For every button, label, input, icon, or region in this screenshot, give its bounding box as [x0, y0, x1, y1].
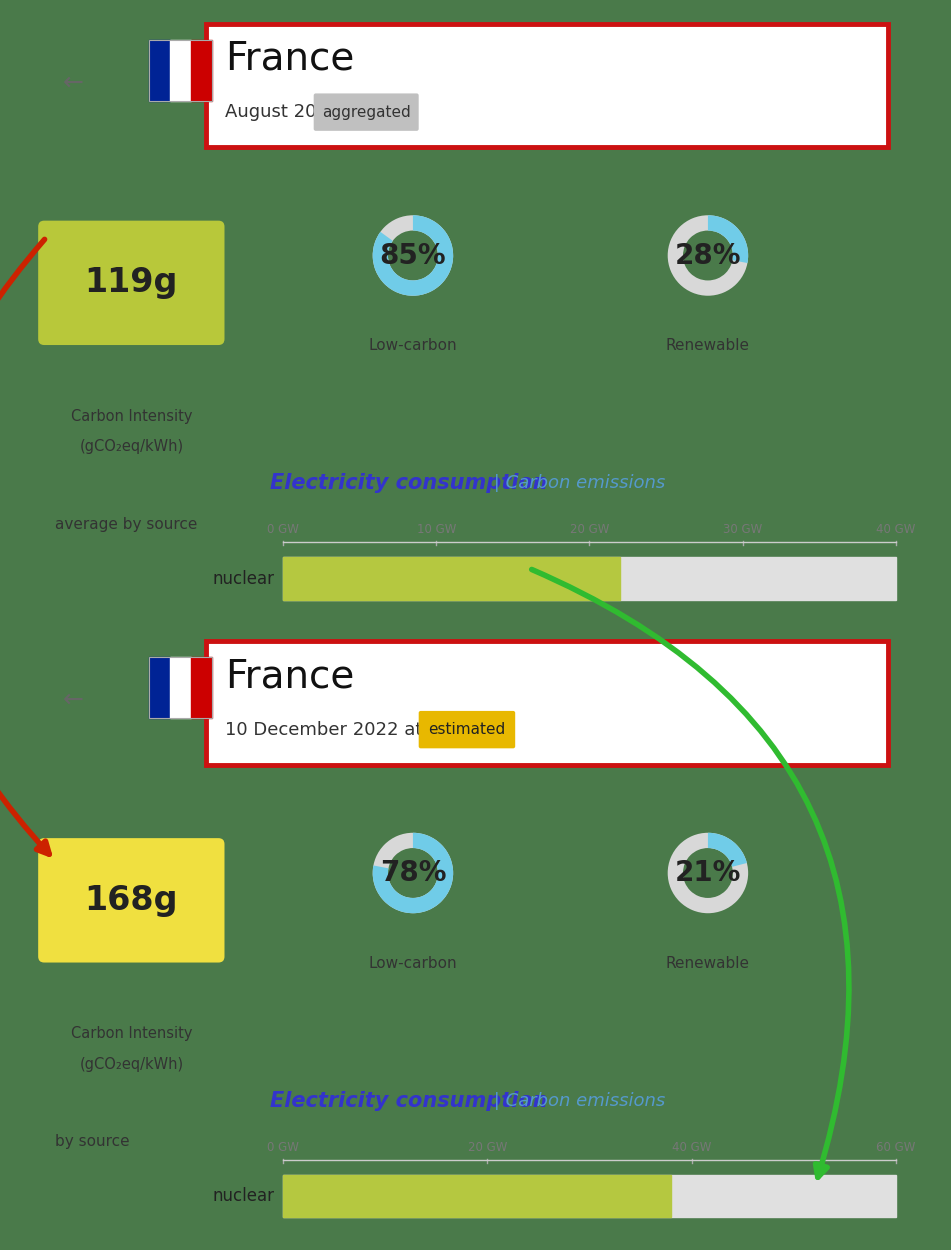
Bar	[170, 658, 191, 717]
FancyBboxPatch shape	[418, 711, 515, 749]
Text: by source: by source	[55, 1134, 130, 1149]
Text: 30 GW: 30 GW	[723, 524, 762, 536]
Wedge shape	[668, 832, 748, 914]
Bar	[149, 40, 212, 100]
Text: 10 December 2022 at 20:00: 10 December 2022 at 20:00	[225, 721, 479, 739]
Bar	[170, 40, 191, 100]
Wedge shape	[668, 215, 748, 296]
Bar	[191, 658, 212, 717]
Text: 20 GW: 20 GW	[468, 1141, 507, 1154]
Text: ←: ←	[63, 70, 84, 94]
Wedge shape	[373, 832, 454, 914]
Text: 168g: 168g	[85, 884, 178, 916]
Text: nuclear: nuclear	[212, 570, 274, 588]
Text: 60 GW: 60 GW	[876, 1141, 916, 1154]
Text: Renewable: Renewable	[666, 338, 750, 352]
Text: nuclear: nuclear	[212, 1188, 274, 1205]
Text: Carbon Intensity: Carbon Intensity	[70, 409, 192, 424]
Text: 21%: 21%	[675, 859, 741, 888]
Text: 0 GW: 0 GW	[267, 1141, 300, 1154]
Text: Low-carbon: Low-carbon	[369, 955, 457, 970]
FancyBboxPatch shape	[314, 94, 418, 131]
Text: estimated: estimated	[428, 722, 506, 738]
Wedge shape	[373, 832, 454, 914]
Text: Carbon Intensity: Carbon Intensity	[70, 1026, 192, 1041]
Bar	[149, 658, 170, 717]
Text: Electricity consumption: Electricity consumption	[270, 1091, 548, 1111]
Bar	[191, 40, 212, 100]
Text: 119g: 119g	[85, 266, 178, 299]
Text: | Carbon emissions: | Carbon emissions	[489, 1091, 666, 1110]
Bar	[283, 558, 620, 600]
Text: 85%: 85%	[379, 241, 446, 270]
Text: France: France	[225, 40, 355, 78]
Bar	[283, 1175, 896, 1218]
Wedge shape	[708, 832, 747, 866]
Text: 10 GW: 10 GW	[417, 524, 456, 536]
Text: Low-carbon: Low-carbon	[369, 338, 457, 352]
Text: 78%: 78%	[379, 859, 446, 888]
Wedge shape	[708, 215, 748, 262]
Text: Electricity consumption: Electricity consumption	[270, 474, 548, 494]
Bar	[283, 1175, 671, 1218]
FancyBboxPatch shape	[206, 24, 887, 148]
Wedge shape	[373, 215, 454, 296]
Text: Renewable: Renewable	[666, 955, 750, 970]
Text: | Carbon emissions: | Carbon emissions	[489, 474, 666, 492]
Bar	[149, 658, 212, 717]
Text: 20 GW: 20 GW	[570, 524, 610, 536]
Text: 40 GW: 40 GW	[876, 524, 916, 536]
Wedge shape	[373, 215, 454, 296]
FancyBboxPatch shape	[38, 839, 224, 962]
Bar	[149, 40, 170, 100]
Text: ←: ←	[63, 688, 84, 711]
Text: 0 GW: 0 GW	[267, 524, 300, 536]
Text: average by source: average by source	[55, 516, 198, 531]
Text: (gCO₂eq/kWh): (gCO₂eq/kWh)	[79, 439, 184, 454]
Text: France: France	[225, 658, 355, 695]
Text: August 2022: August 2022	[225, 104, 340, 121]
FancyBboxPatch shape	[38, 221, 224, 345]
Text: aggregated: aggregated	[321, 105, 411, 120]
Text: 40 GW: 40 GW	[671, 1141, 711, 1154]
Text: 28%: 28%	[674, 241, 741, 270]
Text: (gCO₂eq/kWh): (gCO₂eq/kWh)	[79, 1056, 184, 1071]
FancyBboxPatch shape	[206, 641, 887, 765]
Bar	[283, 558, 896, 600]
